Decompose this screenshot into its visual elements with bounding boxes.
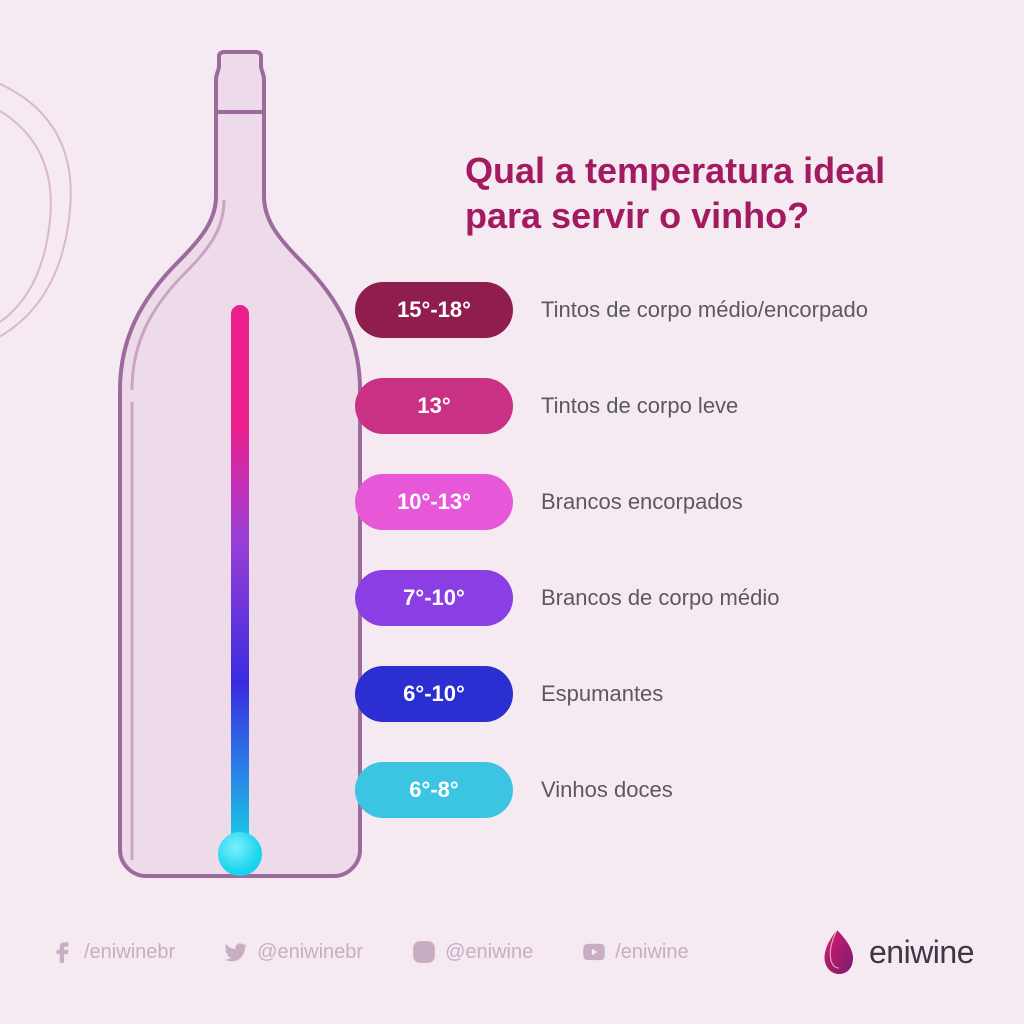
temp-row: 10°-13° Brancos encorpados	[355, 474, 868, 530]
temp-row: 7°-10° Brancos de corpo médio	[355, 570, 868, 626]
wine-type-label: Brancos encorpados	[541, 489, 743, 515]
temp-row: 6°-8° Vinhos doces	[355, 762, 868, 818]
youtube-link[interactable]: /eniwine	[581, 939, 688, 965]
temperature-list: 15°-18° Tintos de corpo médio/encorpado …	[355, 282, 868, 818]
temp-row: 6°-10° Espumantes	[355, 666, 868, 722]
wine-type-label: Brancos de corpo médio	[541, 585, 779, 611]
twitter-icon	[223, 939, 249, 965]
facebook-link[interactable]: /eniwinebr	[50, 939, 175, 965]
twitter-link[interactable]: @eniwinebr	[223, 939, 363, 965]
instagram-icon	[411, 939, 437, 965]
temp-pill: 7°-10°	[355, 570, 513, 626]
brand: eniwine	[817, 928, 974, 976]
brand-name: eniwine	[869, 934, 974, 971]
temp-pill: 6°-8°	[355, 762, 513, 818]
facebook-icon	[50, 939, 76, 965]
wine-bottle	[110, 50, 370, 880]
wine-type-label: Tintos de corpo médio/encorpado	[541, 297, 868, 323]
wine-type-label: Espumantes	[541, 681, 663, 707]
instagram-link[interactable]: @eniwine	[411, 939, 533, 965]
youtube-icon	[581, 939, 607, 965]
title-line-1: Qual a temperatura ideal	[465, 150, 885, 191]
brand-logo-icon	[817, 928, 857, 976]
social-handle: /eniwinebr	[84, 941, 175, 964]
footer: /eniwinebr @eniwinebr @eniwine /eniwine	[50, 928, 974, 976]
wine-type-label: Vinhos doces	[541, 777, 673, 803]
temp-pill: 10°-13°	[355, 474, 513, 530]
temp-pill: 15°-18°	[355, 282, 513, 338]
social-links: /eniwinebr @eniwinebr @eniwine /eniwine	[50, 939, 689, 965]
social-handle: @eniwine	[445, 941, 533, 964]
temp-pill: 13°	[355, 378, 513, 434]
thermometer-tube	[231, 305, 249, 860]
wine-type-label: Tintos de corpo leve	[541, 393, 738, 419]
temp-row: 13° Tintos de corpo leve	[355, 378, 868, 434]
title-line-2: para servir o vinho?	[465, 195, 809, 236]
temp-pill: 6°-10°	[355, 666, 513, 722]
social-handle: @eniwinebr	[257, 941, 363, 964]
temp-row: 15°-18° Tintos de corpo médio/encorpado	[355, 282, 868, 338]
thermometer-bulb	[218, 832, 262, 876]
page-title: Qual a temperatura ideal para servir o v…	[465, 148, 885, 238]
social-handle: /eniwine	[615, 941, 688, 964]
